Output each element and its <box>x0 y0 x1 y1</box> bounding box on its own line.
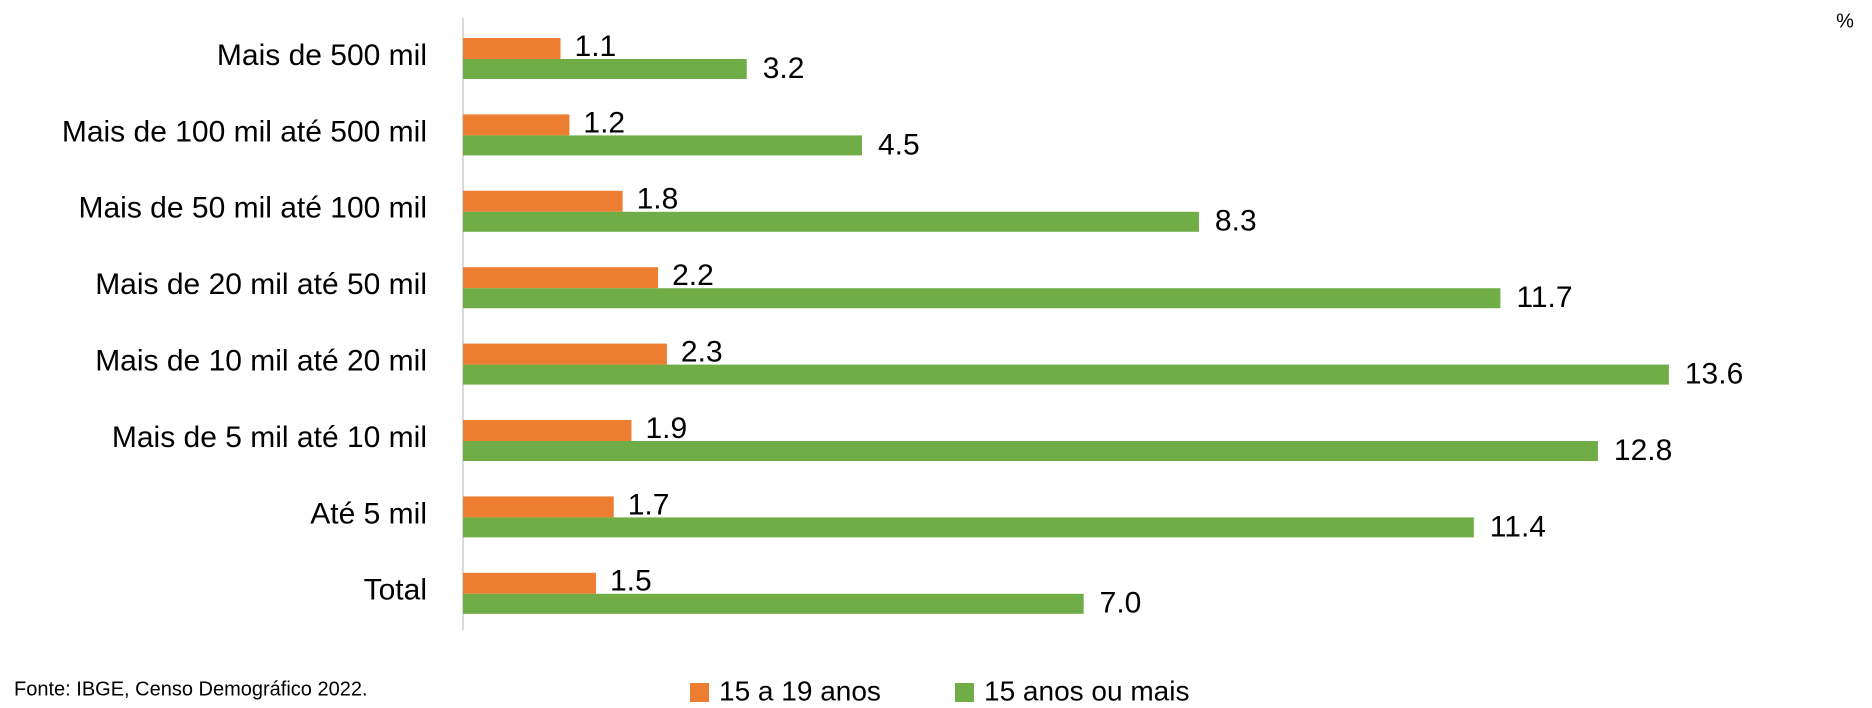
y-tick-label: Mais de 5 mil até 10 mil <box>112 421 427 454</box>
data-label: 2.3 <box>681 336 723 369</box>
y-tick-label: Mais de 100 mil até 500 mil <box>62 115 427 148</box>
bar <box>463 288 1501 309</box>
legend-swatch <box>955 683 974 702</box>
y-tick-label: Mais de 50 mil até 100 mil <box>79 192 428 225</box>
data-label: 12.8 <box>1614 434 1672 467</box>
data-label: 1.2 <box>583 106 625 139</box>
legend-label: 15 anos ou mais <box>984 675 1189 706</box>
bar <box>463 267 659 289</box>
data-label: 11.4 <box>1490 510 1546 543</box>
data-label: 11.7 <box>1516 281 1572 314</box>
data-label: 3.2 <box>763 52 805 85</box>
legend-label: 15 a 19 anos <box>719 675 881 706</box>
bar <box>463 38 561 59</box>
bar <box>463 364 1669 385</box>
y-tick-label: Mais de 500 mil <box>217 39 427 72</box>
data-label: 1.7 <box>628 488 670 521</box>
data-label: 13.6 <box>1685 358 1743 391</box>
data-label: 8.3 <box>1215 205 1257 238</box>
data-label: 2.2 <box>672 259 714 292</box>
data-label: 1.5 <box>610 565 652 598</box>
unit-label: % <box>1836 10 1854 32</box>
data-label: 7.0 <box>1100 587 1142 620</box>
y-tick-label: Mais de 10 mil até 20 mil <box>95 345 427 378</box>
bar <box>463 343 667 365</box>
legend-swatch <box>690 683 709 702</box>
bar <box>463 114 570 136</box>
bar <box>463 496 614 518</box>
bar <box>463 211 1199 232</box>
source-note: Fonte: IBGE, Censo Demográfico 2022. <box>14 678 368 700</box>
data-label: 4.5 <box>878 128 920 161</box>
data-label: 1.8 <box>637 183 679 216</box>
y-tick-label: Total <box>364 574 427 607</box>
bar <box>463 517 1474 538</box>
bar <box>463 59 747 79</box>
data-label: 1.9 <box>645 412 687 445</box>
data-label: 1.1 <box>575 30 617 63</box>
bar <box>463 593 1084 614</box>
bar <box>463 572 596 594</box>
y-tick-label: Mais de 20 mil até 50 mil <box>95 268 427 301</box>
bar <box>463 135 862 156</box>
y-tick-label: Até 5 mil <box>310 497 427 530</box>
bar <box>463 190 623 212</box>
bar <box>463 420 632 441</box>
bar <box>463 441 1598 461</box>
